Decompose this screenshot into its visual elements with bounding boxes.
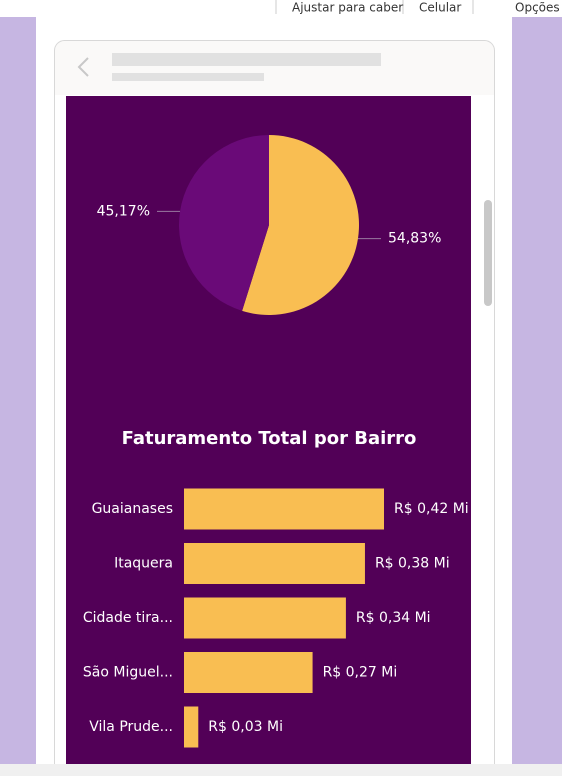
- data-label: R$ 0,34 Mi: [356, 610, 431, 626]
- data-label: 45,17%: [97, 203, 150, 219]
- bar: [184, 706, 199, 748]
- pie-slice: [242, 135, 359, 315]
- category-label: Vila Prude...: [89, 719, 173, 735]
- status-strip: [0, 764, 562, 776]
- bar: [184, 652, 313, 693]
- subtitle-placeholder: [112, 73, 264, 81]
- category-label: Cidade tira...: [83, 610, 173, 626]
- bar: [184, 488, 384, 530]
- title-placeholder: [112, 53, 381, 66]
- data-label: R$ 0,38 Mi: [375, 556, 450, 572]
- pie-slice: [178, 135, 269, 311]
- category-label: Guaianases: [92, 501, 173, 517]
- data-label: R$ 0,27 Mi: [323, 665, 398, 681]
- bar: [184, 597, 346, 639]
- chart-title: Faturamento Total por Bairro: [122, 428, 417, 449]
- toolbar: [0, 0, 562, 17]
- data-label: 54,83%: [388, 231, 441, 247]
- toolbar-button[interactable]: Ajustar para caber: [292, 1, 403, 15]
- scrollbar[interactable]: [484, 200, 492, 306]
- toolbar-button[interactable]: Celular: [419, 1, 461, 15]
- category-label: Itaquera: [114, 556, 173, 572]
- toolbar-button[interactable]: Opções d: [515, 1, 562, 15]
- data-label: R$ 0,03 Mi: [208, 719, 283, 735]
- back-button[interactable]: [77, 57, 89, 77]
- data-label: R$ 0,42 Mi: [394, 501, 469, 517]
- charts: 54,83% 45,17% Faturamento Total por Bairro…: [83, 135, 469, 748]
- bar: [184, 543, 365, 584]
- category-label: São Miguel...: [83, 665, 173, 681]
